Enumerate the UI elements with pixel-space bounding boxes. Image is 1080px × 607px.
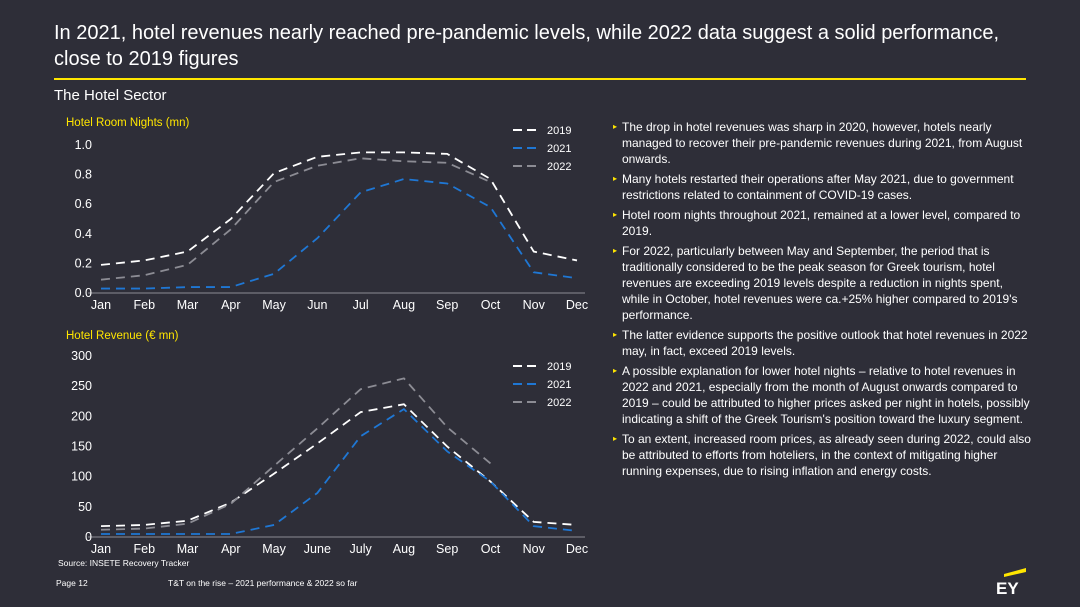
- room-nights-chart: 0.0 0.2 0.4 0.6 0.8 1.0 Jan Feb Mar Apr May Jun Jul A…: [75, 125, 589, 312]
- y-tick-label: 0.4: [75, 227, 92, 241]
- series-line-2019: [100, 403, 578, 528]
- x-tick-label: May: [262, 298, 286, 312]
- y-tick-label: 200: [71, 409, 92, 423]
- x-tick-label: Feb: [133, 542, 155, 556]
- y-tick-label: 300: [71, 349, 92, 363]
- x-tick-label: Jul: [353, 298, 369, 312]
- x-tick-label: Aug: [393, 542, 415, 556]
- x-tick-label: Mar: [177, 542, 199, 556]
- x-tick-label: Jun: [307, 298, 327, 312]
- y-tick-label: 0: [85, 530, 92, 544]
- ey-logo-letters: EY: [996, 579, 1019, 596]
- bullet-text: Hotel room nights throughout 2021, remai…: [622, 208, 1021, 238]
- bullet-item: ▸ Hotel room nights throughout 2021, rema…: [613, 207, 1031, 239]
- y-tick-label: 100: [71, 470, 92, 484]
- ey-logo: EY: [996, 568, 1026, 596]
- bullet-text: For 2022, particularly between May and S…: [622, 244, 1018, 322]
- x-tick-label: Sep: [436, 298, 458, 312]
- legend-label-2022: 2022: [547, 161, 571, 173]
- y-tick-label: 0.8: [75, 168, 92, 182]
- series-line-2022: [100, 377, 492, 531]
- bullet-marker-icon: ▸: [613, 434, 618, 443]
- bullet-text: The latter evidence supports the positiv…: [622, 328, 1028, 358]
- series-line-2021: [101, 407, 578, 535]
- series-line-2022: [100, 157, 491, 281]
- bullet-marker-icon: ▸: [613, 330, 618, 339]
- y-tick-label: 0.0: [75, 286, 92, 300]
- x-tick-label: Dec: [566, 542, 588, 556]
- x-tick-label: Dec: [566, 298, 588, 312]
- x-tick-label: May: [262, 542, 286, 556]
- legend-label-2022: 2022: [547, 397, 571, 409]
- legend-label-2021: 2021: [547, 379, 571, 391]
- x-tick-label: Apr: [221, 298, 240, 312]
- bullet-marker-icon: ▸: [613, 174, 618, 183]
- bullet-item: ▸ For 2022, particularly between May and …: [613, 243, 1031, 323]
- bullet-marker-icon: ▸: [613, 246, 618, 255]
- bullet-item: ▸ The latter evidence supports the positi…: [613, 327, 1031, 359]
- chart-title-revenue: Hotel Revenue (€ mn): [66, 330, 179, 342]
- y-tick-label: 250: [71, 379, 92, 393]
- bullet-text: Many hotels restarted their operations a…: [622, 172, 1014, 202]
- section-subtitle: The Hotel Sector: [54, 87, 167, 104]
- x-tick-label: Jan: [91, 298, 111, 312]
- y-tick-label: 1.0: [75, 138, 92, 152]
- bullet-item: ▸ Many hotels restarted their operations …: [613, 171, 1031, 203]
- bullet-item: ▸ A possible explanation for lower hotel …: [613, 363, 1031, 427]
- bullet-marker-icon: ▸: [613, 122, 618, 131]
- x-tick-label: Oct: [481, 542, 501, 556]
- bullet-text: To an extent, increased room prices, as …: [622, 432, 1031, 478]
- x-tick-label: Jan: [91, 542, 111, 556]
- y-tick-label: 0.6: [75, 197, 92, 211]
- y-tick-label: 150: [71, 440, 92, 454]
- legend-label-2019: 2019: [547, 125, 571, 137]
- bullet-text: A possible explanation for lower hotel n…: [622, 364, 1030, 426]
- source-note: Source: INSETE Recovery Tracker: [58, 558, 190, 568]
- y-tick-label: 50: [78, 500, 92, 514]
- x-tick-label: Feb: [133, 298, 155, 312]
- chart-title-room-nights: Hotel Room Nights (mn): [66, 117, 190, 129]
- x-tick-label: Nov: [523, 298, 546, 312]
- x-tick-label: Mar: [177, 298, 199, 312]
- x-tick-label: July: [350, 542, 373, 556]
- document-title: T&T on the rise – 2021 performance & 202…: [168, 578, 358, 588]
- series-line-2021: [101, 178, 578, 290]
- title-divider: [54, 78, 1026, 80]
- x-tick-label: Oct: [481, 298, 501, 312]
- bullet-text: The drop in hotel revenues was sharp in …: [622, 120, 1023, 166]
- bullet-marker-icon: ▸: [613, 210, 618, 219]
- x-tick-label: Aug: [393, 298, 415, 312]
- series-line-2019: [100, 151, 578, 266]
- legend-label-2021: 2021: [547, 143, 571, 155]
- ey-logo-beam-icon: [1004, 568, 1026, 577]
- bullet-item: ▸ To an extent, increased room prices, as…: [613, 431, 1031, 479]
- x-tick-label: Nov: [523, 542, 546, 556]
- x-tick-label: June: [304, 542, 331, 556]
- x-tick-label: Apr: [221, 542, 240, 556]
- page-number: Page 12: [56, 578, 88, 588]
- bullet-marker-icon: ▸: [613, 366, 618, 375]
- commentary-bullets: ▸ The drop in hotel revenues was sharp in…: [613, 119, 1031, 483]
- y-tick-label: 0.2: [75, 256, 92, 270]
- revenue-chart: 0 50 100 150 200 250 300 Jan Feb Mar Apr May June Jul…: [71, 349, 588, 556]
- page-title: In 2021, hotel revenues nearly reached p…: [54, 22, 1000, 70]
- x-tick-label: Sep: [436, 542, 458, 556]
- legend-label-2019: 2019: [547, 361, 571, 373]
- bullet-item: ▸ The drop in hotel revenues was sharp in…: [613, 119, 1031, 167]
